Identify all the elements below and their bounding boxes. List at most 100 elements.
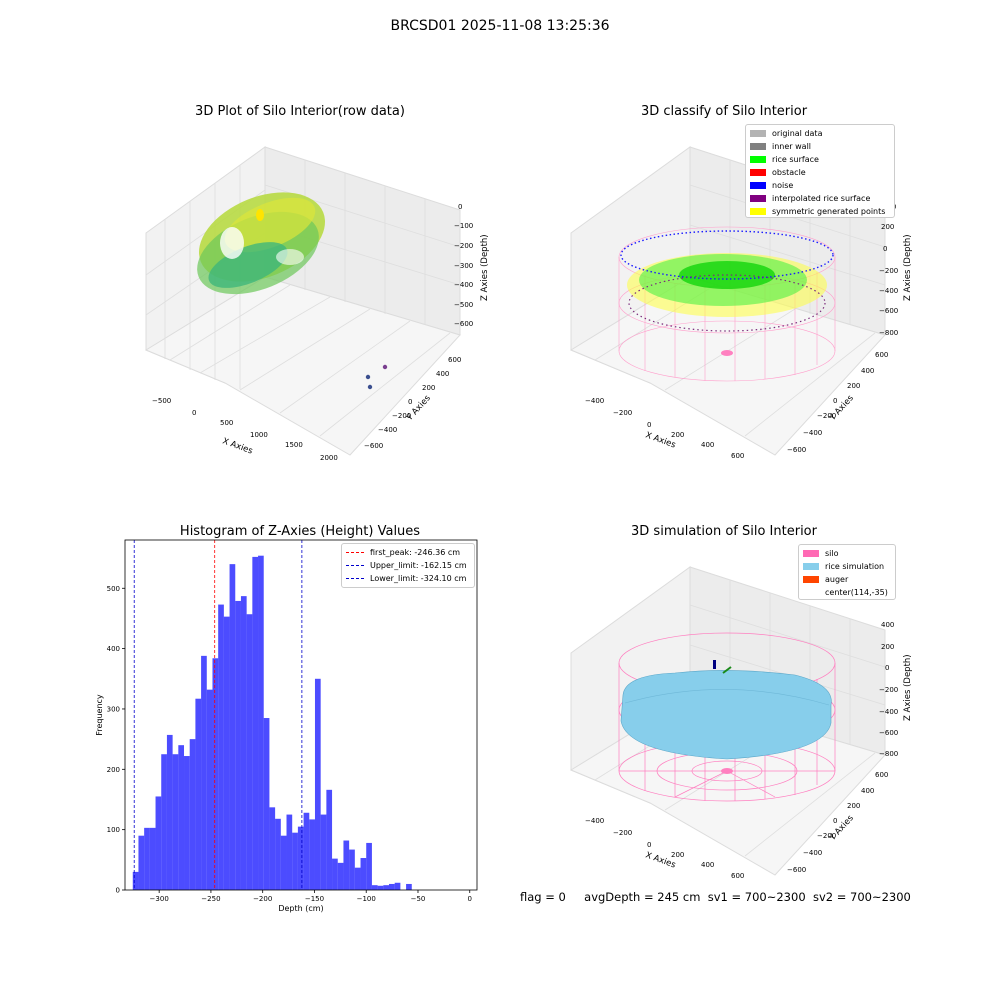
x-tick-label: 400 <box>701 861 714 869</box>
legend-entry: rice simulation <box>803 560 891 573</box>
y-tick-label: 200 <box>422 384 435 392</box>
histogram-bar <box>314 678 321 890</box>
histogram-bar <box>343 840 350 890</box>
histogram-bar <box>189 739 196 890</box>
histogram-bar <box>269 807 276 890</box>
z-axis-label: Z Axies (Depth) <box>903 234 913 301</box>
y-tick-label: 200 <box>847 382 860 390</box>
classify-legend: original data inner wall rice surface obsta… <box>745 124 895 218</box>
y-tick-label: −400 <box>803 849 822 857</box>
legend-swatch <box>750 195 766 202</box>
x-tick-label: 400 <box>701 441 714 449</box>
histogram-bar <box>297 826 304 890</box>
y-tick-label: −400 <box>378 426 397 434</box>
x-axis-label: Depth (cm) <box>278 904 323 913</box>
histogram-bar <box>258 555 264 890</box>
legend-swatch <box>750 169 766 176</box>
y-tick-label: 0 <box>833 397 837 405</box>
raw-3d-plot: −500 0 500 1000 1500 2000 600 400 200 0 … <box>144 146 490 462</box>
y-axis-label: Y Axies <box>827 813 856 844</box>
histogram-bar <box>337 862 344 890</box>
legend-label: symmetric generated points <box>772 207 886 216</box>
classify-3d-plot: −400 −200 0 200 400 600 600 400 200 0 −2… <box>569 146 913 460</box>
legend-label: auger <box>825 575 849 584</box>
x-tick-label: 2000 <box>320 454 338 462</box>
histogram-bar <box>184 756 190 890</box>
z-tick-label: 200 <box>881 643 894 651</box>
histogram-bar <box>149 827 156 890</box>
legend-swatch <box>750 208 766 215</box>
legend-entry: obstacle <box>750 166 890 179</box>
x-tick-label: 600 <box>731 452 744 460</box>
z-tick-label: −400 <box>879 708 898 716</box>
legend-entry: rice surface <box>750 153 890 166</box>
histogram-bar <box>354 867 361 890</box>
x-axis-label: X Axies <box>221 436 254 456</box>
x-tick-label: −400 <box>585 397 604 405</box>
legend-line-swatch <box>346 565 364 566</box>
x-tick-label: 0 <box>192 409 196 417</box>
histogram-frame <box>124 539 478 891</box>
z-tick-label: −600 <box>454 320 473 328</box>
x-tick-label: 200 <box>671 851 684 859</box>
histogram-bar <box>286 814 293 890</box>
histogram-bar <box>161 754 167 890</box>
x-tick-label: 1500 <box>285 441 303 449</box>
x-tick-label: −150 <box>305 895 324 903</box>
legend-label: rice simulation <box>825 562 885 571</box>
z-tick-label: 0 <box>883 245 887 253</box>
histogram-bar <box>326 789 333 890</box>
z-axis-label: Z Axies (Depth) <box>903 654 913 721</box>
histogram-bar <box>206 689 213 890</box>
figure-title: BRCSD01 2025-11-08 13:25:36 <box>390 18 610 34</box>
histogram-bar <box>349 849 355 890</box>
z-tick-label: 400 <box>881 621 894 629</box>
y-tick-label: 500 <box>107 585 120 593</box>
z-tick-label: −600 <box>879 307 898 315</box>
legend-line-swatch <box>346 578 364 579</box>
histogram-bar <box>144 827 150 890</box>
histogram-bars <box>132 555 412 890</box>
histogram-bar <box>360 858 367 890</box>
legend-entry: Upper_limit: -162.15 cm <box>346 559 470 572</box>
y-tick-label: −600 <box>787 866 806 874</box>
sv1-text: sv1 = 700~2300 <box>707 890 806 904</box>
histogram-bar <box>172 754 179 890</box>
x-tick-label: −200 <box>253 895 272 903</box>
y-axis-label: Y Axies <box>827 393 856 424</box>
legend-entry: Lower_limit: -324.10 cm <box>346 572 470 585</box>
y-tick-label: −200 <box>817 412 836 420</box>
histogram-bar <box>275 818 281 890</box>
z-axis-label: Z Axies (Depth) <box>480 234 490 301</box>
x-tick-label: 200 <box>671 431 684 439</box>
legend-entry: center(114,-35) <box>803 586 891 599</box>
histogram-legend: first_peak: -246.36 cm Upper_limit: -162.… <box>341 543 475 588</box>
histogram-bar <box>166 734 173 890</box>
histogram-bar <box>383 885 389 890</box>
z-tick-label: 0 <box>885 664 889 672</box>
legend-label: rice surface <box>772 155 819 164</box>
outlier-point <box>367 384 373 390</box>
y-tick-label: 0 <box>408 398 412 406</box>
flag-text: flag = 0 <box>520 890 566 904</box>
z-tick-label: −500 <box>454 301 473 309</box>
outlier-point <box>382 364 388 370</box>
histogram-bar <box>263 718 270 890</box>
z-tick-label: −100 <box>454 222 473 230</box>
legend-label: Lower_limit: -324.10 cm <box>370 574 467 583</box>
y-tick-label: 600 <box>875 771 888 779</box>
histogram-chart: −300 −250 −200 −150 −100 −50 0 0 100 200 300 400 50… <box>95 539 478 913</box>
x-tick-label: 0 <box>647 421 651 429</box>
histogram-bar <box>377 885 384 890</box>
y-tick-label: 0 <box>116 887 120 895</box>
histogram-bar <box>394 882 401 890</box>
rice-simulation-ridge <box>624 689 830 706</box>
legend-swatch <box>803 589 819 596</box>
z-tick-label: −800 <box>879 329 898 337</box>
x-tick-label: −300 <box>150 895 169 903</box>
avg-depth-text: avgDepth = 245 cm <box>584 890 701 904</box>
x-axis-ticks: −300 −250 −200 −150 −100 −50 0 <box>150 890 472 903</box>
histogram-bar <box>246 614 253 890</box>
legend-label: silo <box>825 549 839 558</box>
histogram-bar <box>280 835 287 890</box>
